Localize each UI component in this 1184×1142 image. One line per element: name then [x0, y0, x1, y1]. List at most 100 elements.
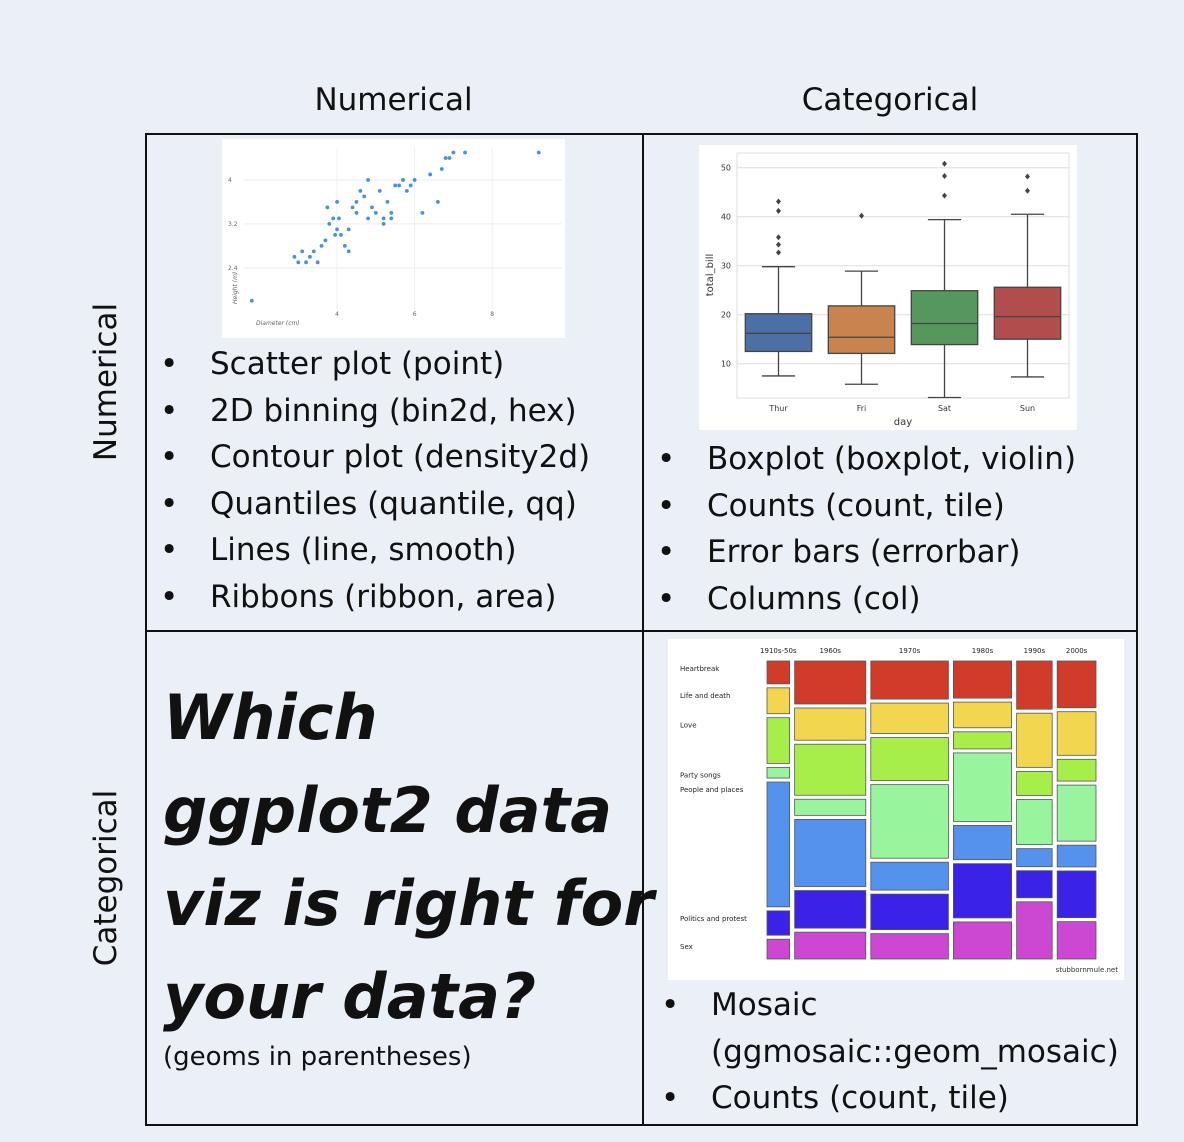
boxplot-outlier: [776, 198, 781, 205]
mosaic-tile: [870, 660, 949, 700]
scatter-point: [373, 210, 378, 215]
boxplot-y-tick-label: 10: [721, 360, 731, 369]
boxplot-outlier: [1025, 187, 1030, 194]
boxplot-y-tick-label: 50: [721, 164, 731, 173]
scatter-point: [381, 216, 386, 221]
scatter-point: [354, 210, 359, 215]
scatter-point: [315, 260, 320, 265]
boxplot-x-tick-label: Thur: [768, 404, 788, 413]
scatter-point: [358, 189, 363, 193]
mosaic-tile: [1056, 660, 1097, 709]
scatter-point: [292, 254, 297, 259]
scatter-point: [335, 227, 339, 232]
grid-horizontal-divider: [145, 630, 1138, 632]
scatter-point: [412, 178, 417, 182]
headline-subtitle: (geoms in parentheses): [163, 1042, 472, 1072]
list-item: Mosaic(ggmosaic::geom_mosaic): [661, 982, 1119, 1075]
grid-vertical-divider: [642, 133, 644, 1126]
boxplot-outlier: [776, 241, 781, 248]
scatter-point: [393, 183, 398, 188]
headline-line-2: ggplot2 data: [163, 774, 613, 847]
mosaic-tile: [870, 861, 949, 891]
mosaic-tile: [870, 893, 949, 931]
scatter-point: [366, 216, 370, 221]
scatter-point: [300, 249, 305, 254]
mosaic-tile: [794, 890, 867, 929]
scatter-y-tick-label: 3.2: [228, 221, 238, 228]
boxplot-outlier: [942, 173, 947, 180]
mosaic-row-label: Party songs: [680, 771, 721, 779]
scatter-plot: 2.4 3.2 4 4 6 8 Diameter (cm) Height (m): [228, 147, 562, 327]
headline-line-3: viz is right for: [163, 867, 654, 940]
mosaic-tile: [953, 752, 1013, 822]
mosaic-tile: [766, 660, 791, 685]
mosaic-tile: [1056, 711, 1097, 756]
scatter-x-tick-label: 8: [490, 311, 494, 318]
mosaic-tile: [953, 701, 1013, 729]
mosaic-tile: [953, 660, 1013, 699]
scatter-point: [346, 227, 351, 232]
scatter-point: [346, 249, 351, 254]
mosaic-tile: [794, 798, 867, 816]
mosaic-row-label: Life and death: [680, 692, 730, 700]
scatter-point: [333, 232, 338, 237]
mosaic-tile: [1016, 848, 1053, 868]
numeric-categorical-geoms-list: Boxplot (boxplot, violin) Counts (count,…: [657, 436, 1076, 622]
mosaic-row-label: Heartbreak: [680, 665, 720, 673]
scatter-point: [331, 216, 336, 221]
scatter-point: [377, 189, 382, 193]
mosaic-plot: 1910s-50s 1960s 1970s 1980s 1990s 2000s Heart…: [680, 647, 1118, 974]
scatter-point: [404, 189, 409, 193]
numeric-numeric-geoms-list: Scatter plot (point) 2D binning (bin2d, …: [160, 341, 590, 620]
mosaic-tile: [1056, 870, 1097, 919]
scatter-point: [362, 194, 367, 199]
boxplot-x-axis-label: day: [894, 417, 912, 428]
mosaic-column-label: 1910s-50s: [760, 647, 797, 655]
scatter-point: [249, 298, 254, 303]
mosaic-tile: [794, 660, 867, 705]
scatter-point: [350, 205, 355, 210]
list-item: 2D binning (bin2d, hex): [160, 388, 590, 435]
list-item: Columns (col): [657, 576, 1076, 623]
scatter-point: [308, 254, 312, 259]
scatter-point: [366, 178, 370, 182]
list-item: Scatter plot (point): [160, 341, 590, 388]
boxplot-chart: 10 20 30 40 50 Thur Fri Sat Sun day total_bill: [705, 152, 1070, 428]
column-header-categorical: Categorical: [801, 82, 979, 118]
list-item: Boxplot (boxplot, violin): [657, 436, 1076, 483]
mosaic-tile: [1056, 758, 1097, 782]
scatter-plot-thumbnail: 2.4 3.2 4 4 6 8 Diameter (cm) Height (m): [222, 139, 565, 338]
mosaic-item-line-1: Mosaic: [711, 987, 818, 1023]
mosaic-tile: [870, 784, 949, 859]
scatter-point: [428, 172, 433, 177]
boxplot-box-thur: [744, 198, 813, 377]
scatter-point: [335, 200, 339, 204]
boxplot-box-sun: [993, 173, 1062, 378]
boxplot-outlier: [1025, 173, 1030, 180]
scatter-point: [323, 238, 328, 243]
scatter-y-tick-label: 4: [228, 177, 232, 184]
mosaic-tile: [1016, 660, 1053, 710]
list-item: Counts (count, tile): [661, 1075, 1119, 1122]
categorical-categorical-geoms-list: Mosaic(ggmosaic::geom_mosaic) Counts (co…: [661, 982, 1119, 1122]
row-header-numerical: Numerical: [88, 302, 124, 462]
mosaic-column-label: 1980s: [972, 647, 994, 655]
scatter-point: [463, 150, 467, 155]
scatter-point: [339, 232, 343, 237]
boxplot-x-tick-label: Sun: [1020, 404, 1035, 413]
headline-line-4: your data?: [163, 960, 536, 1033]
boxplot-outlier: [859, 212, 864, 219]
scatter-y-axis-label: Height (m): [232, 272, 239, 304]
mosaic-column-label: 1960s: [819, 647, 841, 655]
mosaic-tile: [794, 818, 867, 887]
mosaic-column-label: 1990s: [1024, 647, 1046, 655]
mosaic-tile: [766, 938, 791, 960]
mosaic-row-label: Politics and protest: [680, 915, 747, 923]
scatter-point: [311, 249, 316, 254]
scatter-point: [439, 167, 444, 171]
mosaic-tile: [1016, 799, 1053, 846]
scatter-point: [370, 205, 374, 210]
scatter-point: [389, 210, 394, 215]
scatter-y-tick-label: 2.4: [228, 265, 238, 272]
mosaic-row-label: Love: [680, 722, 697, 730]
